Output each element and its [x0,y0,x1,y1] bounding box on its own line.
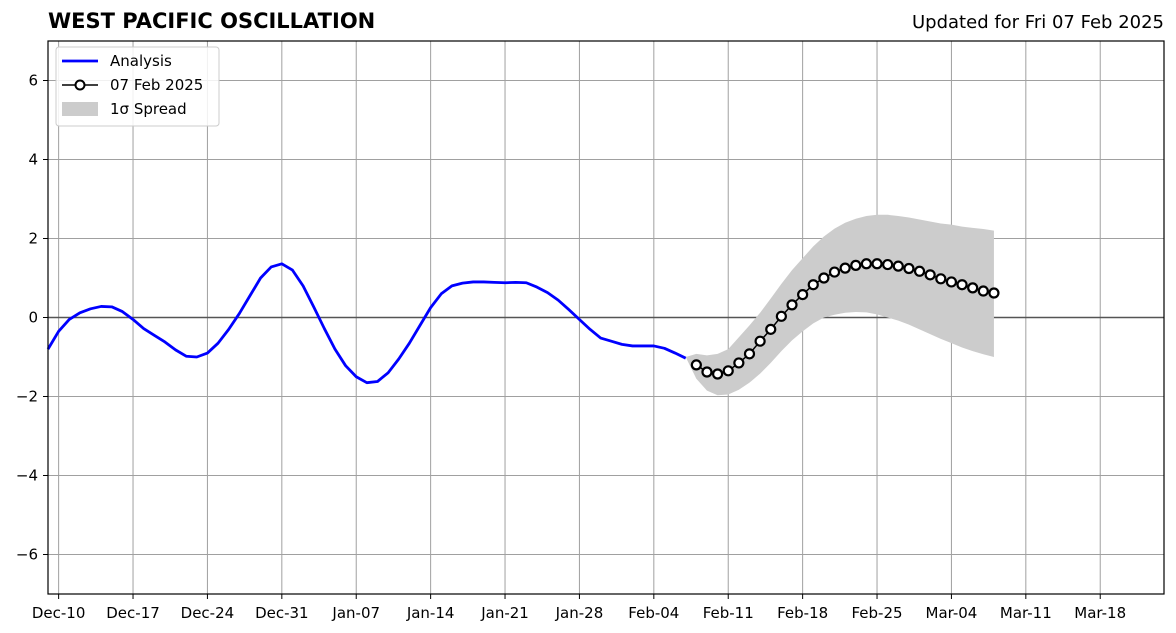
y-tick-label: 6 [28,72,38,90]
x-tick-label: Feb-18 [777,604,828,622]
forecast-point [892,260,904,272]
x-tick-label: Feb-11 [703,604,754,622]
forecast-point [775,310,787,322]
legend: Analysis 07 Feb 2025 1σ Spread [55,46,220,127]
forecast-point [743,348,756,360]
x-tick-label: Mar-11 [1000,604,1052,622]
x-tick-label: Mar-04 [926,604,978,622]
chart-subtitle: Updated for Fri 07 Feb 2025 [912,12,1164,33]
legend-forecast-marker [74,79,86,91]
forecast-point [860,258,873,270]
y-tick-label: 0 [28,309,38,327]
x-tick-label: Feb-25 [851,604,902,622]
forecast-point [733,357,745,369]
x-tick-label: Feb-04 [628,604,679,622]
forecast-point [690,359,702,371]
y-tick-label: −4 [16,467,38,485]
forecast-point [701,366,713,378]
y-tick-label: 4 [28,151,38,169]
spread-band [685,214,994,396]
x-tick-label: Dec-10 [32,604,86,622]
x-tick-label: Jan-28 [555,604,604,622]
forecast-point [711,368,724,380]
y-tick-label: 2 [28,230,38,248]
forecast-point [924,269,936,281]
forecast-point [913,265,926,277]
forecast-point [956,279,968,291]
forecast-point [786,299,798,311]
forecast-point [945,276,958,288]
forecast-point [818,272,830,284]
y-tick-label: −2 [16,388,38,406]
forecast-point [935,273,947,285]
forecast-point [765,323,777,335]
forecast-point [988,287,1000,299]
forecast-point [722,365,734,377]
x-tick-label: Mar-18 [1074,604,1126,622]
legend-spread-swatch [62,102,98,116]
chart-title: WEST PACIFIC OSCILLATION [48,9,376,33]
legend-label: 1σ Spread [110,100,187,118]
analysis-line [46,262,687,385]
x-tick-label: Jan-14 [406,604,455,622]
forecast-point [797,288,809,301]
forecast-point [903,262,915,275]
legend-label: 07 Feb 2025 [110,76,203,94]
x-tick-label: Dec-17 [106,604,160,622]
legend-label: Analysis [110,52,172,70]
x-tick-label: Dec-31 [255,604,309,622]
forecast-point [967,282,979,294]
forecast-point [882,258,894,271]
y-tick-label: −6 [16,546,38,564]
forecast-point [871,258,883,270]
forecast-point [850,259,862,271]
forecast-point [828,266,841,278]
x-tick-label: Jan-07 [331,604,380,622]
forecast-point [839,262,851,274]
forecast-point [807,279,819,291]
series-layer [46,258,1000,385]
x-tick-label: Jan-21 [480,604,529,622]
spread-layer [685,214,994,396]
x-tick-label: Dec-24 [181,604,235,622]
forecast-point [754,335,766,347]
forecast-point [977,285,989,297]
tick-layer: Dec-10 Dec-17 Dec-24 Dec-31 Jan-07 Jan-14 Jan-… [16,72,1126,623]
